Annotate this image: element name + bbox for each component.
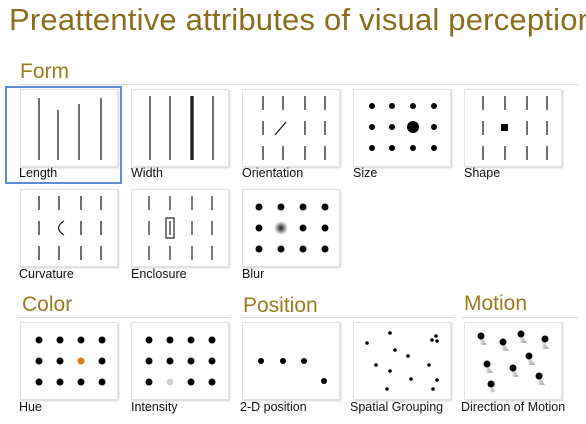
section-position: Position [243,294,318,317]
orientation-illustration [262,96,326,160]
curvature-illustration [38,196,102,260]
blur-tile[interactable] [242,189,340,267]
section-divider [18,84,578,85]
orientation-tile[interactable] [242,89,340,167]
intensity-tile[interactable] [131,322,229,400]
tile-label-2d-position: 2-D position [240,400,307,414]
hue-illustration [35,336,106,386]
tile-label-enclosure: Enclosure [131,267,187,281]
page-title: Preattentive attributes of visual percep… [9,2,586,37]
size-tile[interactable] [353,89,451,167]
tile-label-blur: Blur [242,267,265,281]
enclosure-illustration [148,196,213,260]
tile-label-size: Size [353,166,378,180]
width-illustration [149,96,214,160]
direction-of-motion-tile[interactable] [464,322,562,400]
tile-label-shape: Shape [464,166,501,180]
tile-label-orientation: Orientation [242,166,304,180]
tile-label-hue: Hue [19,400,42,414]
direction-of-motion-illustration [477,330,549,393]
tile-label-width: Width [131,166,163,180]
section-motion: Motion [464,292,528,315]
spatial-grouping-illustration [365,331,439,391]
length-illustration [38,98,102,160]
width-tile[interactable] [131,89,229,167]
spatial-grouping-tile[interactable] [353,322,451,400]
section-color: Color [22,293,73,316]
section-divider [18,317,230,318]
shape-illustration [482,96,548,160]
tile-label-curvature: Curvature [19,267,74,281]
section-divider [242,317,454,318]
blur-illustration [255,203,329,253]
hue-tile[interactable] [20,322,118,400]
length-tile[interactable] [20,89,118,167]
shape-tile[interactable] [464,89,562,167]
tile-label-direction-of-motion: Direction of Motion [461,400,566,414]
section-divider [462,317,578,318]
section-form: Form [20,60,69,83]
tile-label-spatial-grouping: Spatial Grouping [350,400,444,414]
enclosure-tile[interactable] [131,189,229,267]
tile-label-intensity: Intensity [131,400,178,414]
2d-position-illustration [258,358,327,384]
2d-position-tile[interactable] [242,322,340,400]
size-illustration [369,103,437,151]
intensity-illustration [145,336,216,386]
tile-label-length: Length [19,166,58,180]
curvature-tile[interactable] [20,189,118,267]
